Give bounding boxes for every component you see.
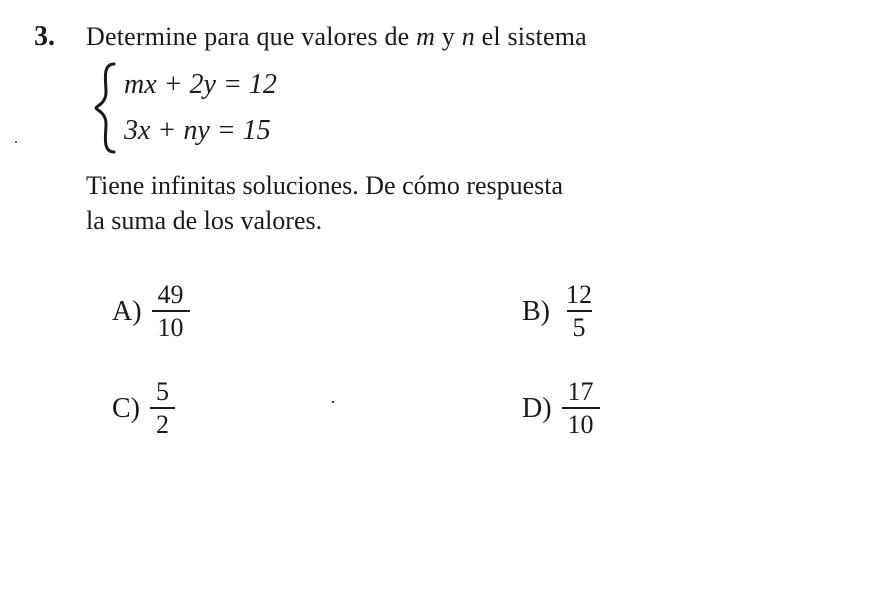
option-c-numerator: 5 xyxy=(150,379,175,407)
stray-dot-2: · xyxy=(330,390,336,414)
equation-1: mx + 2y = 12 xyxy=(124,66,277,104)
stray-dot: . xyxy=(14,128,18,150)
answer-options: A) 49 10 B) 12 5 C) 5 2 D) 17 10 xyxy=(112,282,839,438)
prompt-part-2: el sistema xyxy=(475,22,587,51)
prompt-part-1: Determine para que valores de xyxy=(86,22,416,51)
option-b-fraction: 12 5 xyxy=(560,282,598,341)
prompt-row: 3. Determine para que valores de m y n e… xyxy=(34,18,839,56)
option-a-fraction: 49 10 xyxy=(152,282,190,341)
option-c-letter: C) xyxy=(112,390,140,428)
question-number: 3. xyxy=(34,18,64,56)
left-brace-icon xyxy=(94,62,120,154)
equation-lines: mx + 2y = 12 3x + ny = 15 xyxy=(120,62,277,154)
option-d[interactable]: D) 17 10 xyxy=(522,379,822,438)
option-c[interactable]: C) 5 2 xyxy=(112,379,412,438)
followup-line-1: Tiene infinitas soluciones. De cómo resp… xyxy=(86,168,839,203)
followup-line-2: la suma de los valores. xyxy=(86,203,839,238)
option-a-numerator: 49 xyxy=(152,282,190,310)
option-d-denominator: 10 xyxy=(562,407,600,438)
option-b[interactable]: B) 12 5 xyxy=(522,282,822,341)
prompt-part-between: y xyxy=(435,22,462,51)
option-a-letter: A) xyxy=(112,293,142,331)
system-of-equations: mx + 2y = 12 3x + ny = 15 xyxy=(94,62,839,154)
option-d-fraction: 17 10 xyxy=(562,379,600,438)
question-block: . 3. Determine para que valores de m y n… xyxy=(0,0,873,438)
option-b-letter: B) xyxy=(522,293,550,331)
prompt-text: Determine para que valores de m y n el s… xyxy=(86,19,587,54)
var-n: n xyxy=(462,22,475,51)
option-b-numerator: 12 xyxy=(560,282,598,310)
followup-text: Tiene infinitas soluciones. De cómo resp… xyxy=(86,168,839,238)
var-m: m xyxy=(416,22,435,51)
equation-2: 3x + ny = 15 xyxy=(124,112,277,150)
option-d-letter: D) xyxy=(522,390,552,428)
option-a[interactable]: A) 49 10 xyxy=(112,282,412,341)
option-c-denominator: 2 xyxy=(150,407,175,438)
option-d-numerator: 17 xyxy=(562,379,600,407)
option-a-denominator: 10 xyxy=(152,310,190,341)
option-b-denominator: 5 xyxy=(567,310,592,341)
option-c-fraction: 5 2 xyxy=(150,379,175,438)
